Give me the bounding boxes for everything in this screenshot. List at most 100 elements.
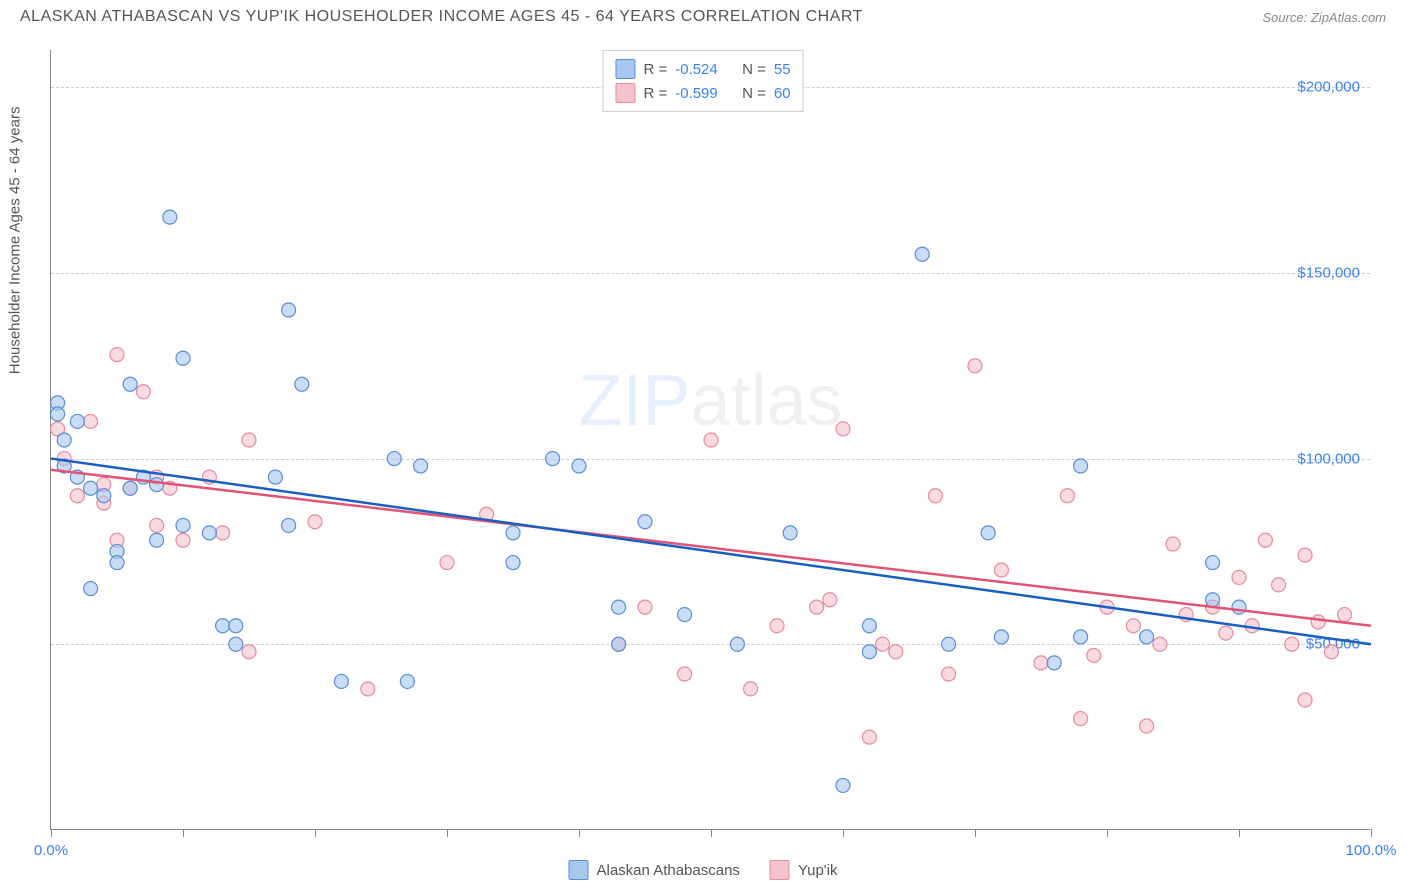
point-pink — [862, 730, 876, 744]
point-pink — [704, 433, 718, 447]
point-pink — [1258, 533, 1272, 547]
point-blue — [783, 526, 797, 540]
point-blue — [150, 533, 164, 547]
point-pink — [1034, 656, 1048, 670]
legend-row-blue: R = -0.524 N = 55 — [615, 57, 790, 81]
point-pink — [1232, 570, 1246, 584]
legend-r-blue: -0.524 — [675, 61, 718, 78]
point-blue — [836, 778, 850, 792]
point-pink — [1153, 637, 1167, 651]
xtick — [1371, 829, 1372, 837]
point-blue — [981, 526, 995, 540]
point-pink — [1087, 648, 1101, 662]
point-pink — [968, 359, 982, 373]
point-pink — [216, 526, 230, 540]
point-pink — [136, 385, 150, 399]
point-pink — [876, 637, 890, 651]
point-blue — [1140, 630, 1154, 644]
point-pink — [638, 600, 652, 614]
point-blue — [176, 518, 190, 532]
xtick — [711, 829, 712, 837]
point-pink — [84, 414, 98, 428]
point-pink — [1338, 608, 1352, 622]
point-blue — [216, 619, 230, 633]
point-pink — [942, 667, 956, 681]
xtick — [1239, 829, 1240, 837]
point-blue — [387, 452, 401, 466]
point-pink — [823, 593, 837, 607]
point-pink — [928, 489, 942, 503]
source-label: Source: ZipAtlas.com — [1262, 10, 1386, 25]
swatch-blue-bottom-icon — [569, 860, 589, 880]
xtick — [975, 829, 976, 837]
point-pink — [1272, 578, 1286, 592]
point-blue — [84, 582, 98, 596]
point-blue — [1074, 459, 1088, 473]
point-blue — [506, 526, 520, 540]
point-pink — [440, 556, 454, 570]
legend-n-blue: 55 — [774, 61, 791, 78]
legend-n-label-2: N = — [742, 85, 766, 102]
point-pink — [361, 682, 375, 696]
point-pink — [836, 422, 850, 436]
point-pink — [1298, 548, 1312, 562]
point-blue — [295, 377, 309, 391]
yaxis-title: Householder Income Ages 45 - 64 years — [7, 107, 24, 375]
point-blue — [994, 630, 1008, 644]
point-pink — [678, 667, 692, 681]
swatch-blue-icon — [615, 59, 635, 79]
point-blue — [414, 459, 428, 473]
point-blue — [268, 470, 282, 484]
point-blue — [1206, 556, 1220, 570]
point-pink — [242, 433, 256, 447]
point-pink — [1166, 537, 1180, 551]
point-blue — [282, 518, 296, 532]
point-blue — [123, 377, 137, 391]
legend-r-pink: -0.599 — [675, 85, 718, 102]
legend-r-label-2: R = — [643, 85, 667, 102]
point-pink — [1126, 619, 1140, 633]
point-blue — [1047, 656, 1061, 670]
point-pink — [110, 348, 124, 362]
point-pink — [176, 533, 190, 547]
plot-area: ZIPatlas $50,000$100,000$150,000$200,000… — [50, 50, 1370, 830]
point-blue — [572, 459, 586, 473]
point-pink — [744, 682, 758, 696]
point-pink — [1311, 615, 1325, 629]
point-blue — [150, 478, 164, 492]
legend-pink-name: Yup'ik — [798, 862, 838, 879]
point-pink — [1074, 712, 1088, 726]
point-pink — [1060, 489, 1074, 503]
point-blue — [202, 526, 216, 540]
point-blue — [546, 452, 560, 466]
point-blue — [334, 674, 348, 688]
xtick — [51, 829, 52, 837]
point-pink — [242, 645, 256, 659]
point-pink — [1219, 626, 1233, 640]
xtick — [843, 829, 844, 837]
point-blue — [506, 556, 520, 570]
point-pink — [1285, 637, 1299, 651]
legend-correlation: R = -0.524 N = 55 R = -0.599 N = 60 — [602, 50, 803, 112]
point-blue — [612, 637, 626, 651]
xtick — [579, 829, 580, 837]
point-blue — [110, 556, 124, 570]
point-blue — [282, 303, 296, 317]
xlabel-right: 100.0% — [1346, 842, 1397, 859]
plot-svg — [51, 50, 1370, 829]
point-pink — [308, 515, 322, 529]
legend-item-blue: Alaskan Athabascans — [569, 860, 740, 880]
legend-item-pink: Yup'ik — [770, 860, 838, 880]
point-blue — [97, 489, 111, 503]
point-blue — [400, 674, 414, 688]
point-pink — [889, 645, 903, 659]
point-blue — [1074, 630, 1088, 644]
point-blue — [57, 433, 71, 447]
legend-blue-name: Alaskan Athabascans — [597, 862, 740, 879]
point-pink — [1324, 645, 1338, 659]
point-pink — [150, 518, 164, 532]
point-blue — [942, 637, 956, 651]
point-blue — [730, 637, 744, 651]
point-blue — [163, 210, 177, 224]
xtick — [183, 829, 184, 837]
